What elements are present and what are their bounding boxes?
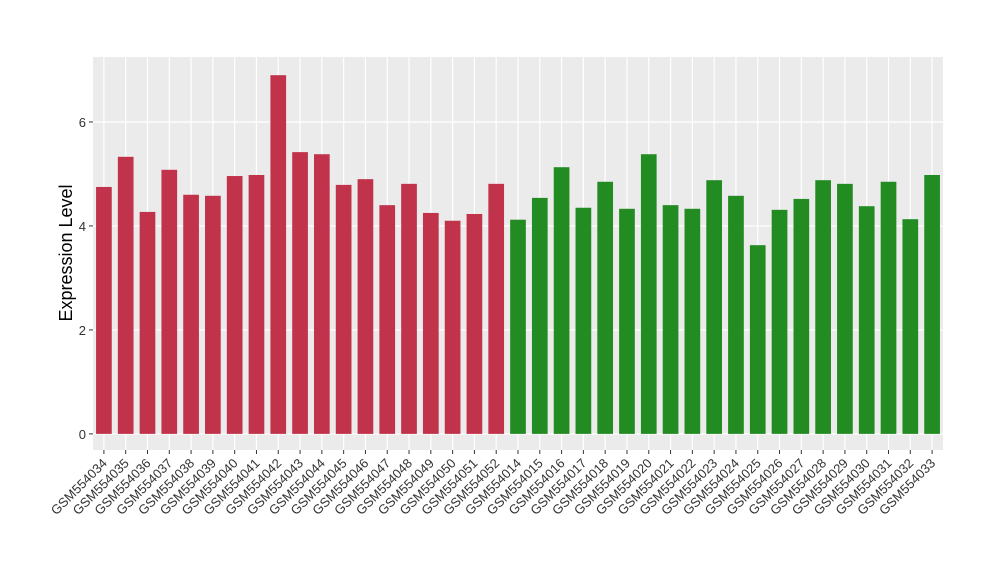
bar bbox=[880, 181, 897, 434]
bar bbox=[510, 219, 526, 434]
bar bbox=[248, 175, 265, 434]
bar bbox=[706, 180, 722, 434]
bar bbox=[444, 220, 461, 434]
bar bbox=[379, 205, 396, 434]
bar bbox=[837, 183, 853, 434]
bar bbox=[139, 211, 156, 434]
bar bbox=[96, 186, 112, 434]
bar bbox=[226, 176, 243, 434]
bar bbox=[575, 207, 592, 434]
bar bbox=[619, 208, 635, 434]
bar bbox=[270, 75, 287, 434]
bar bbox=[183, 194, 199, 434]
bar bbox=[662, 205, 679, 434]
bar bbox=[335, 184, 352, 434]
bar bbox=[422, 212, 439, 434]
bar bbox=[488, 183, 505, 434]
bar bbox=[858, 206, 875, 434]
bar bbox=[401, 183, 417, 434]
bar bbox=[466, 213, 483, 434]
bar bbox=[357, 179, 374, 434]
y-tick-label: 6 bbox=[79, 115, 86, 130]
bar bbox=[771, 209, 788, 434]
bar bbox=[205, 195, 221, 434]
bar bbox=[749, 245, 766, 434]
bar bbox=[597, 181, 614, 434]
y-tick-label: 4 bbox=[79, 219, 86, 234]
bar bbox=[161, 169, 178, 434]
bar bbox=[640, 154, 657, 434]
bar bbox=[117, 156, 134, 434]
bar bbox=[815, 180, 831, 434]
bar bbox=[531, 197, 548, 434]
y-tick-label: 0 bbox=[79, 427, 86, 442]
bar bbox=[553, 167, 570, 434]
bar bbox=[924, 175, 940, 434]
y-tick-label: 2 bbox=[79, 323, 86, 338]
y-axis-title: Expression Level bbox=[56, 184, 76, 321]
bar bbox=[728, 195, 744, 434]
bar bbox=[292, 152, 308, 434]
bar bbox=[902, 219, 919, 434]
bar bbox=[684, 208, 701, 434]
bar bbox=[314, 154, 330, 434]
bar bbox=[793, 198, 810, 434]
